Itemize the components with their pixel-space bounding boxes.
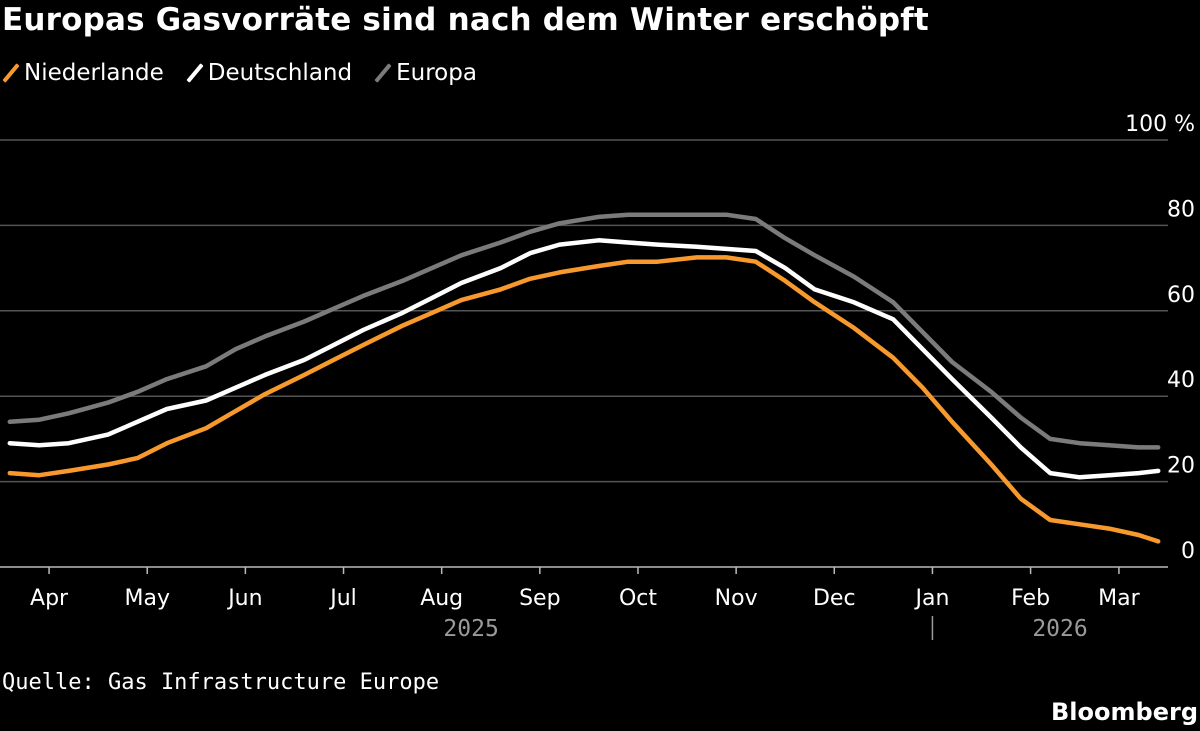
legend-item-niederlande: Niederlande <box>4 60 164 86</box>
x-tick-label-jan: Jan <box>913 586 949 611</box>
series-line-europa <box>7 212 1161 450</box>
legend-label-europa: Europa <box>396 60 477 86</box>
legend-label-deutschland: Deutschland <box>207 60 353 86</box>
legend-label-niederlande: Niederlande <box>24 60 164 86</box>
bloomberg-logo: Bloomberg <box>1051 698 1198 726</box>
x-tick-label-nov: Nov <box>715 586 758 611</box>
legend-item-europa: Europa <box>376 60 477 86</box>
x-tick-label-dec: Dec <box>813 586 856 611</box>
x-tick-label-aug: Aug <box>420 586 463 611</box>
x-tick-label-may: May <box>124 586 169 611</box>
legend: Niederlande Deutschland Europa <box>4 60 477 86</box>
x-tick-label-jul: Jul <box>328 586 357 611</box>
year-label-2026: 2026 <box>1032 616 1087 642</box>
y-tick-label-100: 100 % <box>1125 112 1195 137</box>
legend-item-deutschland: Deutschland <box>188 60 352 86</box>
source-note: Quelle: Gas Infrastructure Europe <box>2 670 440 695</box>
y-tick-label-0: 0 <box>1181 539 1195 564</box>
year-label-2025: 2025 <box>443 616 498 642</box>
x-tick-label-jun: Jun <box>226 586 262 611</box>
x-tick-label-sep: Sep <box>519 586 560 611</box>
x-tick-label-oct: Oct <box>619 586 657 611</box>
x-tick-label-feb: Feb <box>1011 586 1050 611</box>
series-line-deutschland <box>7 238 1161 480</box>
series-line-niederlande <box>7 255 1161 544</box>
x-tick-label-apr: Apr <box>30 586 69 611</box>
y-tick-label-60: 60 <box>1167 283 1195 308</box>
y-tick-label-40: 40 <box>1167 368 1195 393</box>
x-tick-label-mar: Mar <box>1098 586 1140 611</box>
y-tick-label-80: 80 <box>1167 197 1195 222</box>
y-tick-label-20: 20 <box>1167 454 1195 479</box>
chart-title: Europas Gasvorräte sind nach dem Winter … <box>2 2 929 38</box>
